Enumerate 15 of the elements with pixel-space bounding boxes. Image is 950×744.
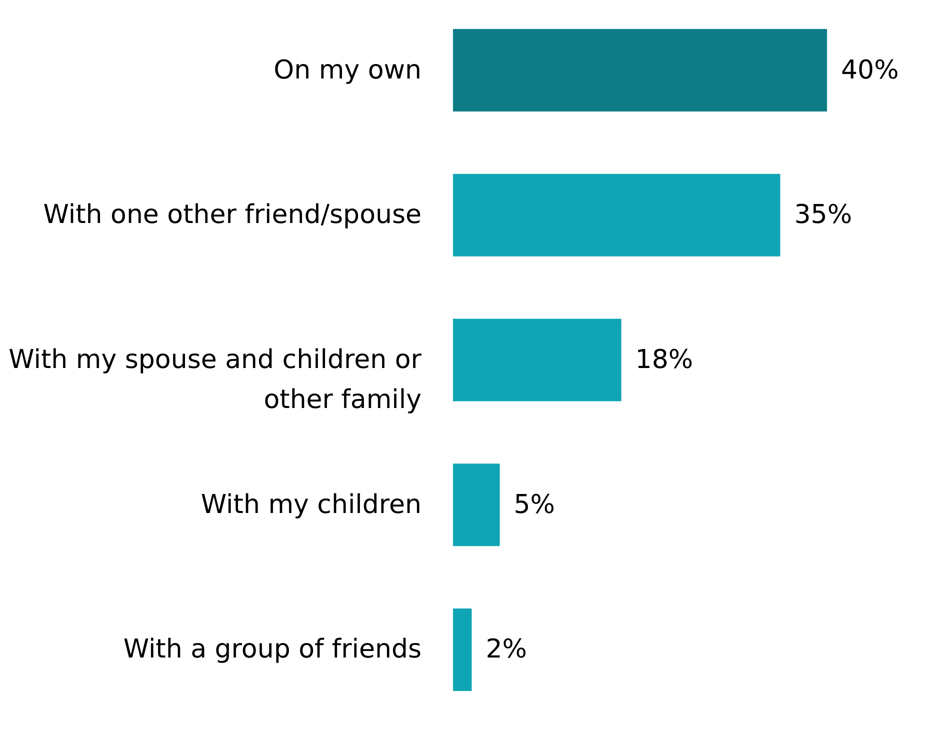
bar [453, 174, 780, 256]
bar [453, 608, 472, 692]
bar [453, 318, 622, 402]
bar [453, 464, 500, 546]
y-tick-label: On my own [274, 55, 422, 86]
y-tick-label: With a group of friends [123, 634, 422, 665]
y-tick-label: With my spouse and children or other family [8, 345, 422, 415]
data-label: 2% [486, 634, 527, 665]
bar [453, 28, 827, 112]
y-tick-label: With my children [200, 490, 422, 520]
data-label: 35% [794, 200, 852, 230]
y-tick-label: With one other friend/spouse [43, 200, 422, 230]
data-label: 5% [514, 490, 555, 520]
data-label: 40% [841, 55, 899, 86]
data-label: 18% [635, 345, 694, 375]
